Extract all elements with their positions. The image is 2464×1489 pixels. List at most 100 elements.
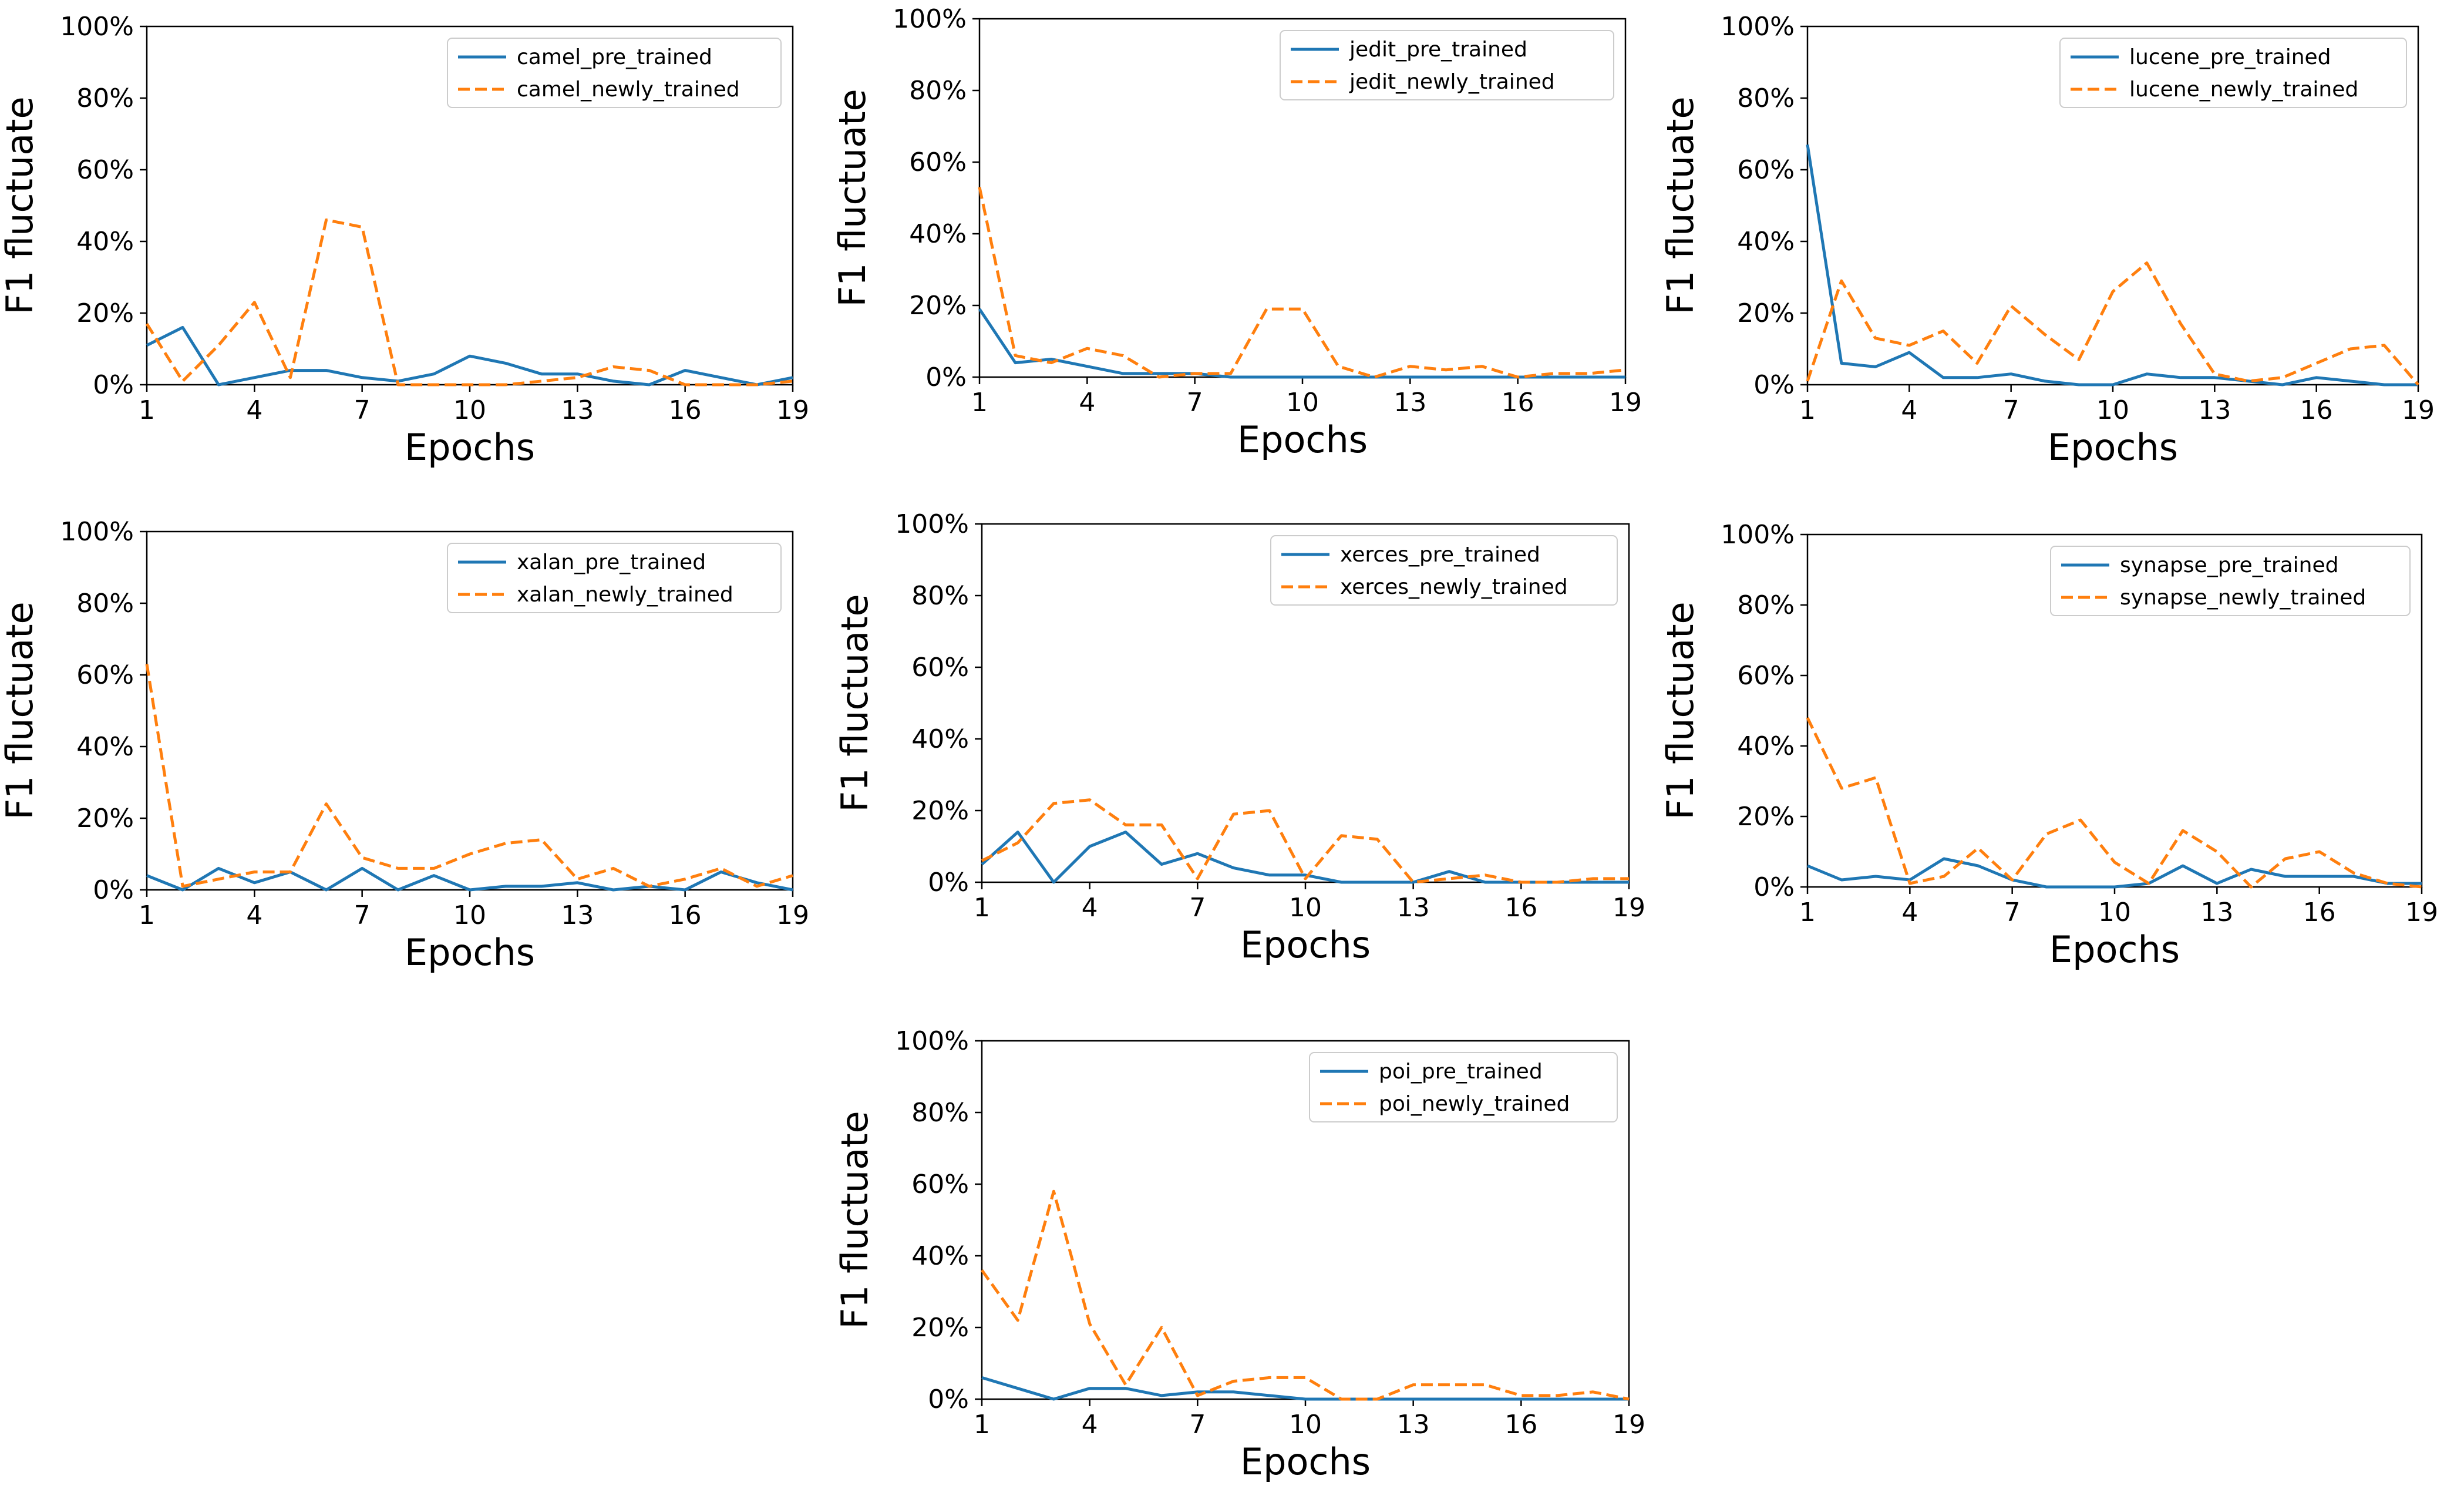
series-line-xalan_newly_trained — [145, 664, 793, 888]
y-tick-label: 60% — [76, 155, 134, 185]
y-tick-label: 100% — [60, 12, 134, 42]
series-line-camel_pre_trained — [146, 325, 793, 386]
y-tick-label: 80% — [911, 1098, 969, 1128]
x-tick-label: 7 — [354, 395, 371, 425]
x-tick-label: 10 — [1289, 1410, 1322, 1440]
x-tick-label: 1 — [1799, 395, 1816, 425]
x-axis-title: Epochs — [2048, 426, 2178, 469]
series-line-xalan_pre_trained — [146, 866, 793, 892]
x-tick-label: 10 — [2096, 395, 2129, 425]
y-tick-label: 20% — [1737, 802, 1795, 832]
legend-label: camel_newly_trained — [517, 78, 740, 102]
x-tick-label: 4 — [1901, 898, 1918, 927]
x-axis-title: Epochs — [1240, 1440, 1371, 1483]
x-tick-label: 7 — [2003, 395, 2019, 425]
y-tick-label: 40% — [76, 732, 134, 762]
y-tick-label: 80% — [909, 76, 967, 106]
x-tick-label: 10 — [453, 900, 486, 930]
y-tick-label: 0% — [925, 362, 967, 392]
x-tick-label: 13 — [561, 900, 594, 930]
x-tick-label: 16 — [2303, 898, 2336, 927]
y-tick-label: 100% — [893, 4, 967, 34]
y-tick-label: 20% — [911, 796, 969, 826]
x-tick-label: 19 — [2405, 898, 2438, 927]
y-tick-label: 80% — [1737, 83, 1795, 113]
x-tick-label: 7 — [354, 900, 371, 930]
legend-label: xerces_pre_trained — [1340, 543, 1540, 567]
legend-box — [2050, 546, 2411, 616]
legend-label: jedit_newly_trained — [1349, 70, 1555, 94]
series-line-poi_pre_trained — [981, 1376, 1629, 1401]
x-axis-title: Epochs — [2049, 928, 2180, 971]
legend-label: xalan_pre_trained — [517, 550, 706, 574]
legend-label: lucene_pre_trained — [2129, 45, 2331, 69]
x-tick-label: 4 — [1082, 1410, 1098, 1440]
x-tick-label: 13 — [1397, 893, 1430, 923]
series-line-xerces_newly_trained — [981, 798, 1629, 884]
legend-label: jedit_pre_trained — [1349, 38, 1527, 62]
legend: poi_pre_trained poi_newly_trained — [1309, 1052, 1618, 1122]
legend-label: poi_newly_trained — [1379, 1092, 1570, 1116]
x-axis-title: Epochs — [1240, 923, 1371, 966]
x-tick-label: 16 — [1504, 893, 1537, 923]
legend: camel_pre_trained camel_newly_trained — [447, 38, 782, 108]
x-tick-label: 1 — [971, 388, 988, 418]
x-tick-label: 10 — [1289, 893, 1322, 923]
legend: jedit_pre_trained jedit_newly_trained — [1280, 30, 1614, 100]
x-tick-label: 1 — [139, 395, 155, 425]
series-line-jedit_pre_trained — [978, 308, 1625, 379]
x-tick-label: 19 — [1609, 388, 1642, 418]
x-tick-label: 19 — [776, 395, 809, 425]
legend-label: camel_pre_trained — [517, 45, 712, 69]
legend-label: synapse_newly_trained — [2120, 586, 2366, 610]
series-line-jedit_newly_trained — [978, 187, 1626, 379]
x-tick-label: 13 — [2200, 898, 2233, 927]
x-tick-label: 1 — [1799, 898, 1816, 927]
legend-box — [447, 543, 782, 613]
y-tick-label: 0% — [93, 875, 134, 905]
x-tick-label: 13 — [1393, 388, 1426, 418]
y-tick-label: 80% — [76, 83, 134, 113]
x-tick-label: 4 — [246, 395, 262, 425]
y-tick-label: 100% — [60, 517, 134, 547]
legend-label: xalan_newly_trained — [517, 583, 733, 607]
x-tick-label: 4 — [1079, 388, 1095, 418]
y-tick-label: 40% — [911, 724, 969, 754]
legend: lucene_pre_trained lucene_newly_trained — [2059, 38, 2407, 108]
legend-box — [1309, 1052, 1618, 1122]
x-tick-label: 4 — [1901, 395, 1917, 425]
y-tick-label: 20% — [911, 1313, 969, 1343]
subplot-1: 1 4 7 10 13 16 19 0% 20% 40% 60% 80% 100% Epochs F1 fl… — [0, 12, 809, 469]
legend: xerces_pre_trained xerces_newly_trained — [1270, 535, 1618, 606]
y-tick-label: 0% — [928, 1384, 969, 1414]
y-tick-label: 0% — [93, 370, 134, 400]
y-tick-label: 60% — [911, 653, 969, 683]
y-tick-label: 100% — [895, 509, 969, 539]
y-axis-title: F1 fluctuate — [1659, 601, 1702, 819]
y-tick-label: 40% — [1737, 731, 1795, 761]
x-tick-label: 13 — [561, 395, 594, 425]
subplot-6: 1 4 7 10 13 16 19 0% 20% 40% 60% 80% 100% Epochs F1 fl… — [1659, 520, 2438, 971]
y-tick-label: 40% — [911, 1241, 969, 1271]
x-tick-label: 13 — [2198, 395, 2231, 425]
x-tick-label: 10 — [1286, 388, 1319, 418]
y-axis-title: F1 fluctuate — [1659, 96, 1702, 314]
x-tick-label: 19 — [2402, 395, 2435, 425]
x-tick-label: 16 — [1504, 1410, 1537, 1440]
y-tick-label: 60% — [1737, 661, 1795, 691]
y-axis-title: F1 fluctuate — [831, 89, 874, 307]
y-tick-label: 80% — [911, 581, 969, 611]
legend-label: synapse_pre_trained — [2120, 553, 2339, 577]
legend-box — [1270, 535, 1618, 606]
series-line-poi_newly_trained — [980, 1189, 1630, 1401]
x-tick-label: 7 — [1189, 893, 1206, 923]
y-axis-title: F1 fluctuate — [0, 601, 41, 819]
y-tick-label: 20% — [76, 298, 134, 328]
y-tick-label: 60% — [76, 660, 134, 690]
x-axis-title: Epochs — [405, 426, 535, 469]
series-line-camel_newly_trained — [145, 218, 793, 386]
x-tick-label: 19 — [776, 900, 809, 930]
x-tick-label: 7 — [2004, 898, 2021, 927]
legend-label: poi_pre_trained — [1379, 1060, 1543, 1084]
x-tick-label: 10 — [453, 395, 486, 425]
